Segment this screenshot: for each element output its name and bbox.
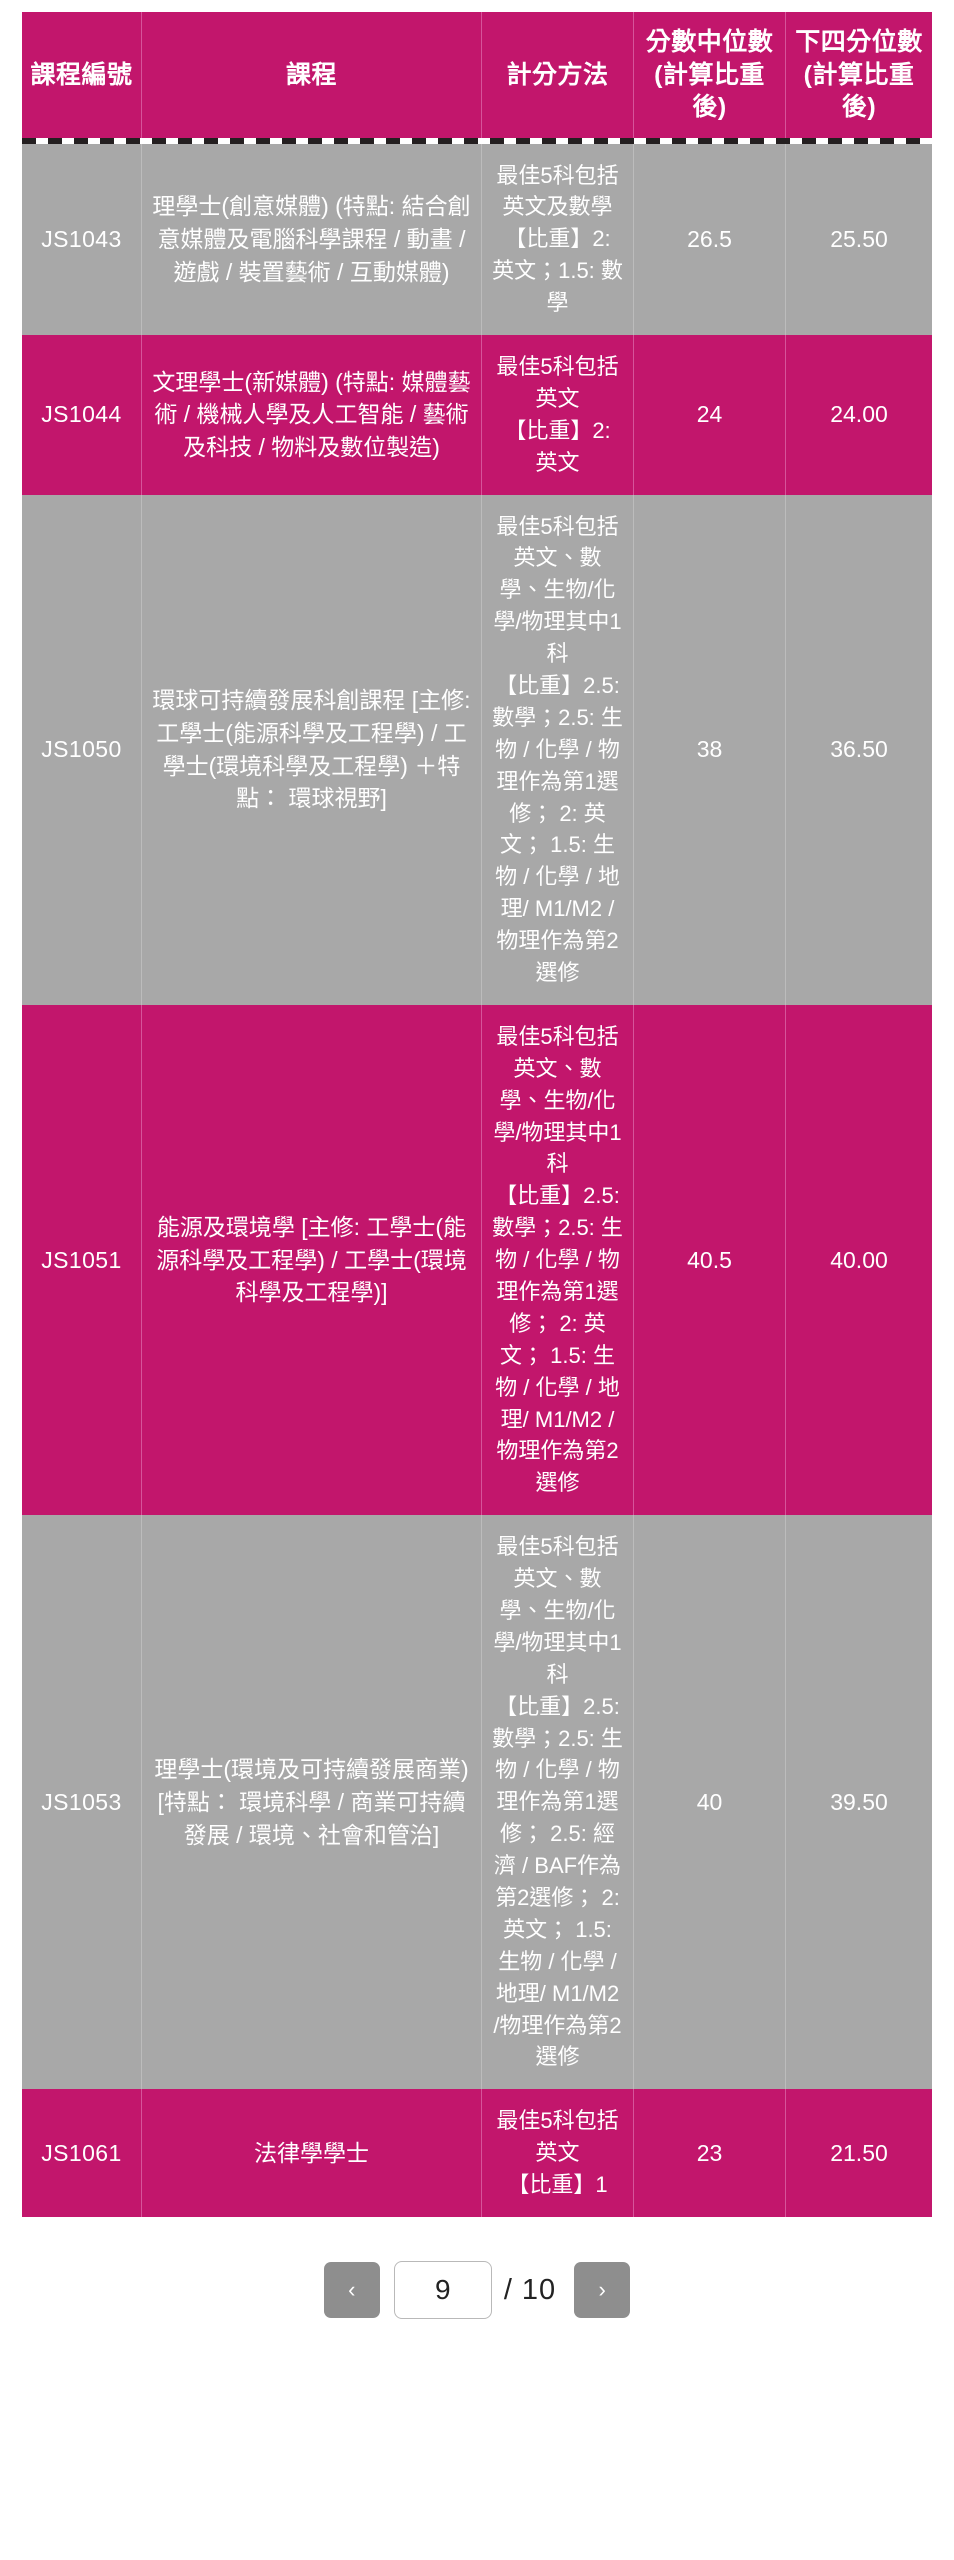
cell-course-code: JS1053: [22, 1515, 142, 2090]
chevron-right-icon: ›: [598, 2277, 606, 2303]
column-header-lower-quartile-label: 下四分位數 (計算比重後): [795, 28, 923, 121]
course-table: 課程編號 課程 計分方法 分數中位數 (計算比重後) 下四分位數 (計算比重後) J…: [22, 12, 932, 2218]
table-row[interactable]: JS1061 法律學學士 最佳5科包括英文 【比重】1 23 21.50: [22, 2089, 932, 2218]
column-header-calc-method-label: 計分方法: [506, 60, 609, 89]
cell-calc-method: 最佳5科包括英文、數學、生物/化學/物理其中1科 【比重】2.5: 數學；2.5:…: [482, 494, 634, 1005]
cell-lower-quartile: 24.00: [786, 334, 932, 495]
cell-course-code: JS1051: [22, 1004, 142, 1516]
column-header-median-score-label: 分數中位數 (計算比重後): [645, 28, 774, 121]
cell-lower-quartile: 40.00: [786, 1004, 932, 1516]
table-header-row: 課程編號 課程 計分方法 分數中位數 (計算比重後) 下四分位數 (計算比重後): [22, 12, 932, 138]
cell-course-code: JS1044: [22, 334, 142, 495]
page-number-input[interactable]: [393, 2261, 492, 2320]
cell-calc-method: 最佳5科包括英文 【比重】1: [482, 2089, 634, 2218]
cell-calc-method: 最佳5科包括英文、數學、生物/化學/物理其中1科 【比重】2.5: 數學；2.5:…: [482, 1004, 634, 1516]
cell-median-score: 40: [634, 1515, 786, 2090]
table-header: 課程編號 課程 計分方法 分數中位數 (計算比重後) 下四分位數 (計算比重後): [22, 12, 932, 144]
cell-course-code: JS1061: [22, 2089, 142, 2218]
cell-course-name: 理學士(環境及可持續發展商業) [特點： 環境科學 / 商業可持續發展 / 環境…: [142, 1515, 482, 2090]
column-header-course-code: 課程編號: [22, 12, 142, 138]
cell-calc-method: 最佳5科包括英文及數學 【比重】2: 英文；1.5: 數學: [482, 143, 634, 335]
table-row[interactable]: JS1044 文理學士(新媒體) (特點: 媒體藝術 / 機械人學及人工智能 / …: [22, 334, 932, 495]
cell-lower-quartile: 36.50: [786, 494, 932, 1005]
table-row[interactable]: JS1053 理學士(環境及可持續發展商業) [特點： 環境科學 / 商業可持續發…: [22, 1515, 932, 2090]
cell-median-score: 23: [634, 2089, 786, 2218]
cell-lower-quartile: 25.50: [786, 143, 932, 335]
cell-course-name: 法律學學士: [142, 2089, 482, 2218]
dashed-rule: [22, 137, 932, 144]
header-dashed-divider: [22, 137, 932, 144]
next-page-button[interactable]: ›: [574, 2262, 631, 2319]
column-header-course-code-label: 課程編號: [30, 60, 133, 89]
column-header-course-name: 課程: [142, 12, 482, 138]
chevron-left-icon: ‹: [348, 2277, 356, 2303]
cell-median-score: 40.5: [634, 1004, 786, 1516]
cell-course-name: 理學士(創意媒體) (特點: 結合創意媒體及電腦科學課程 / 動畫 / 遊戲 /…: [142, 143, 482, 335]
cell-lower-quartile: 21.50: [786, 2089, 932, 2218]
cell-median-score: 26.5: [634, 143, 786, 335]
column-header-calc-method: 計分方法: [482, 12, 634, 138]
page-number-group: / 10: [393, 2261, 560, 2320]
table-row[interactable]: JS1043 理學士(創意媒體) (特點: 結合創意媒體及電腦科學課程 / 動畫 …: [22, 143, 932, 335]
table-row[interactable]: JS1050 環球可持續發展科創課程 [主修: 工學士(能源科學及工程學) / 工…: [22, 494, 932, 1005]
cell-course-code: JS1043: [22, 143, 142, 335]
column-header-median-score: 分數中位數 (計算比重後): [634, 12, 786, 138]
course-table-container: 課程編號 課程 計分方法 分數中位數 (計算比重後) 下四分位數 (計算比重後) J…: [22, 12, 932, 2218]
cell-calc-method: 最佳5科包括英文 【比重】2: 英文: [482, 334, 634, 495]
cell-course-name: 能源及環境學 [主修: 工學士(能源科學及工程學) / 工學士(環境科學及工程學…: [142, 1004, 482, 1516]
column-header-lower-quartile: 下四分位數 (計算比重後): [786, 12, 932, 138]
cell-median-score: 38: [634, 494, 786, 1005]
cell-course-name: 環球可持續發展科創課程 [主修: 工學士(能源科學及工程學) / 工學士(環境科…: [142, 494, 482, 1005]
cell-calc-method: 最佳5科包括英文、數學、生物/化學/物理其中1科 【比重】2.5: 數學；2.5:…: [482, 1515, 634, 2090]
previous-page-button[interactable]: ‹: [323, 2262, 380, 2319]
column-header-course-name-label: 課程: [285, 60, 337, 89]
cell-course-code: JS1050: [22, 494, 142, 1005]
cell-course-name: 文理學士(新媒體) (特點: 媒體藝術 / 機械人學及人工智能 / 藝術及科技 …: [142, 334, 482, 495]
table-body: JS1043 理學士(創意媒體) (特點: 結合創意媒體及電腦科學課程 / 動畫 …: [22, 143, 932, 2218]
pagination: ‹ / 10 ›: [0, 2217, 954, 2359]
cell-lower-quartile: 39.50: [786, 1515, 932, 2090]
cell-median-score: 24: [634, 334, 786, 495]
table-row[interactable]: JS1051 能源及環境學 [主修: 工學士(能源科學及工程學) / 工學士(環境…: [22, 1004, 932, 1516]
total-pages-label: / 10: [503, 2273, 557, 2306]
